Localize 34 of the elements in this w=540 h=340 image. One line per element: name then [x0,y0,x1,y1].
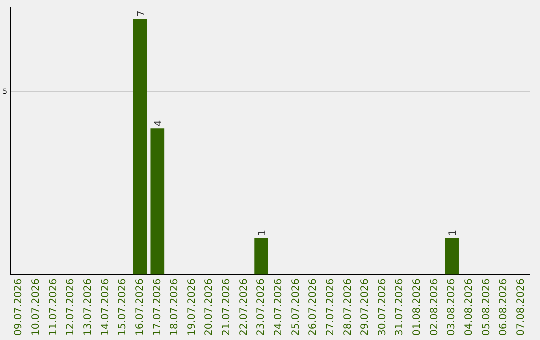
x-tick-label: 01.08.2026 [412,278,424,336]
x-tick-label: 11.07.2026 [48,278,60,336]
x-tick-label: 21.07.2026 [222,278,233,336]
x-tick-label: 19.07.2026 [186,278,198,336]
x-tick-label: 28.07.2026 [342,278,354,336]
data-label: 4 [154,120,165,127]
x-tick-label: 27.07.2026 [325,278,336,336]
x-tick-label: 12.07.2026 [66,278,77,336]
data-label: 1 [448,230,460,236]
x-tick-label: 29.07.2026 [360,278,372,336]
x-tick-label: 24.07.2026 [273,278,284,336]
x-tick-label: 15.07.2026 [118,278,129,336]
x-tick-label: 31.07.2026 [394,278,406,336]
x-tick-label: 13.07.2026 [82,278,94,336]
x-tick-label: 09.07.2026 [14,278,25,336]
x-tick-label: 20.07.2026 [204,278,216,336]
x-tick-label: 23.07.2026 [256,278,268,336]
x-tick-label: 18.07.2026 [170,278,181,336]
x-tick-label: 10.07.2026 [31,278,42,336]
x-tick-label: 04.08.2026 [464,278,475,336]
x-tick-label: 14.07.2026 [100,278,112,336]
x-tick-label: 25.07.2026 [290,278,302,336]
data-label: 1 [258,230,269,236]
x-tick-label: 06.08.2026 [498,278,510,336]
x-tick-label: 02.08.2026 [429,278,440,336]
x-tick-label: 05.08.2026 [481,278,492,336]
data-label: 7 [136,10,148,17]
x-tick-label: 26.07.2026 [308,278,320,336]
x-tick-label: 07.08.2026 [516,278,527,336]
x-tick-label: 03.08.2026 [446,278,458,336]
x-tick-label: 30.07.2026 [377,278,388,336]
x-tick-label: 16.07.2026 [134,278,146,336]
x-tick-label: 22.07.2026 [238,278,250,336]
x-tick-label: 17.07.2026 [152,278,164,336]
